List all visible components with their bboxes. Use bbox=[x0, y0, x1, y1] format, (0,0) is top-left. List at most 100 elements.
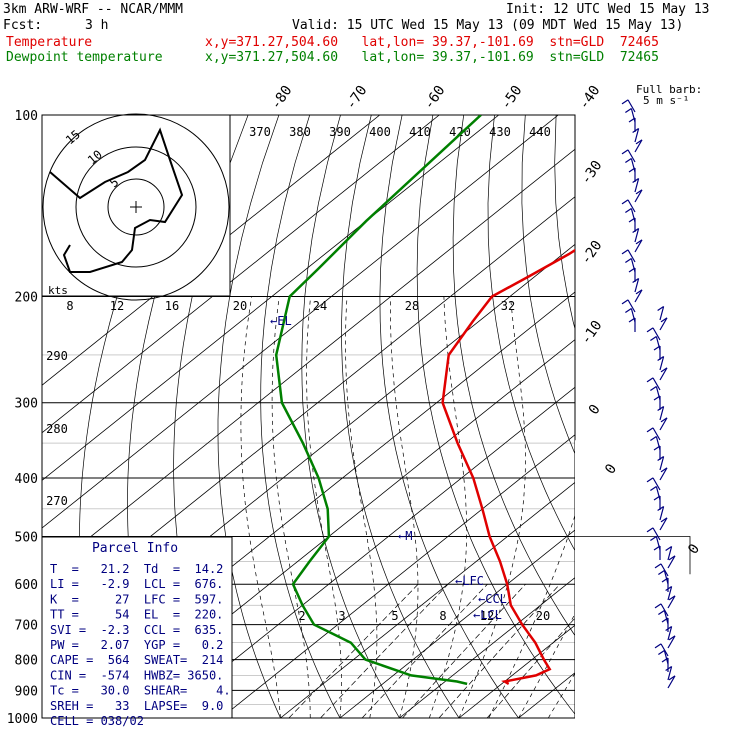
wind-barb-flag bbox=[632, 177, 639, 183]
wind-barb-staff bbox=[663, 570, 669, 585]
wind-barb-staff bbox=[634, 228, 640, 243]
hodograph-ring bbox=[75, 146, 197, 268]
forecast-value: 3 h bbox=[85, 18, 109, 33]
mixing-ratio-label: 5 bbox=[391, 609, 398, 623]
parcel-info-row: T = 21.2 Td = 14.2 bbox=[50, 562, 223, 576]
dry-adiabat-line bbox=[260, 115, 341, 718]
isotherm-line bbox=[220, 115, 575, 718]
wind-barb-flag bbox=[660, 467, 668, 473]
pressure-tick-label: 500 bbox=[15, 530, 38, 545]
wind-barb-staff bbox=[634, 178, 640, 193]
wind-barb-staff bbox=[655, 536, 661, 551]
wind-barb-staff bbox=[655, 486, 661, 501]
barb-key-title: Full barb: bbox=[636, 83, 702, 96]
wind-barb-flag bbox=[628, 267, 636, 273]
speed-tick-label: 16 bbox=[165, 299, 179, 313]
level-marker-lfc: ←LFC bbox=[455, 574, 484, 588]
barb-key-value: 5 m s⁻¹ bbox=[643, 94, 689, 107]
mixing-ratio-label: 8 bbox=[439, 609, 446, 623]
moist-adiabat-line bbox=[518, 296, 575, 718]
wind-barb-flag bbox=[661, 577, 669, 583]
wind-barb-flag bbox=[657, 305, 664, 311]
temperature-tick-label: -20 bbox=[578, 238, 606, 268]
moist-adiabat-line bbox=[428, 296, 467, 718]
wind-barb-staff bbox=[659, 317, 668, 331]
pressure-tick-label: 1000 bbox=[7, 712, 38, 727]
wind-barb-flag bbox=[654, 643, 662, 649]
wind-barb-flag bbox=[625, 107, 632, 113]
wind-barb-staff bbox=[627, 149, 636, 163]
wind-barb-flag bbox=[665, 625, 672, 631]
wind-barb-staff bbox=[667, 586, 673, 601]
theta-label: 410 bbox=[409, 125, 431, 139]
dewpoint-legend: Dewpoint temperature bbox=[6, 50, 163, 65]
wind-barb-staff bbox=[634, 189, 643, 203]
wind-barb-staff bbox=[652, 377, 661, 391]
parcel-info-box bbox=[41, 536, 233, 719]
wind-barb-flag bbox=[653, 445, 661, 451]
wind-barb-staff bbox=[659, 467, 668, 481]
parcel-info-row: CELL = 038/02 bbox=[50, 714, 144, 728]
temperature-tick-label: -30 bbox=[578, 158, 606, 188]
wind-barb-staff bbox=[663, 650, 669, 665]
isotherm-line bbox=[280, 115, 575, 718]
wind-barb-flag bbox=[621, 99, 629, 105]
pressure-tick-label: 700 bbox=[15, 619, 38, 634]
temperature-tick-label: -10 bbox=[578, 318, 606, 348]
wind-barb-flag bbox=[621, 249, 629, 255]
pressure-tick-label: 100 bbox=[15, 109, 38, 124]
wind-barb-staff bbox=[659, 306, 665, 321]
wind-barb-staff bbox=[630, 158, 636, 173]
mixing-ratio-line bbox=[288, 583, 419, 718]
wind-barb-flag bbox=[632, 277, 639, 283]
wind-barb-staff bbox=[655, 436, 661, 451]
wind-barb-flag bbox=[625, 257, 632, 263]
temperature-location: x,y=371.27,504.60 lat,lon= 39.37,-101.69… bbox=[205, 35, 659, 50]
pressure-tick-label: 600 bbox=[15, 578, 38, 593]
wind-barb-flag bbox=[668, 675, 676, 681]
wind-barb-staff bbox=[659, 517, 668, 531]
wind-barb-flag bbox=[653, 545, 661, 551]
temperature-tick-label: -70 bbox=[343, 83, 371, 113]
moist-adiabat-line bbox=[458, 296, 526, 718]
dry-adiabat-line bbox=[341, 115, 460, 718]
theta-label: 380 bbox=[289, 125, 311, 139]
wind-barb-staff bbox=[667, 626, 673, 641]
wind-barb-staff bbox=[659, 356, 665, 371]
parcel-info-row: PW = 2.07 YGP = 0.2 bbox=[50, 638, 223, 652]
wind-barb-flag bbox=[650, 435, 657, 441]
wind-barb-flag bbox=[657, 505, 664, 511]
level-marker-ccl: ←CCL bbox=[478, 592, 507, 606]
wind-barb-staff bbox=[659, 456, 665, 471]
wind-barb-flag bbox=[665, 585, 672, 591]
pressure-tick-label: 400 bbox=[15, 472, 38, 487]
wind-barb-staff bbox=[627, 249, 636, 263]
wind-barb-flag bbox=[646, 477, 654, 483]
wind-barb-flag bbox=[665, 545, 672, 551]
wind-barb-flag bbox=[628, 317, 636, 323]
mixing-ratio-line bbox=[486, 583, 575, 718]
forecast-label: Fcst: bbox=[3, 18, 43, 33]
wind-barb-staff bbox=[655, 336, 661, 351]
wind-barb-flag bbox=[665, 665, 672, 671]
wind-barb-staff bbox=[659, 367, 668, 381]
hodograph-trace bbox=[49, 127, 184, 273]
wind-barb-flag bbox=[660, 517, 668, 523]
wind-barb-flag bbox=[653, 495, 661, 501]
wind-barb-staff bbox=[659, 406, 665, 421]
theta-label: 430 bbox=[489, 125, 511, 139]
wind-barb-staff bbox=[652, 527, 661, 541]
wind-barb-flag bbox=[660, 417, 668, 423]
wind-barb-staff bbox=[667, 635, 676, 649]
wind-barb-staff bbox=[660, 563, 669, 577]
wind-barb-staff bbox=[667, 546, 673, 561]
model-title: 3km ARW-WRF -- NCAR/MMM bbox=[3, 2, 184, 17]
theta-e-label: 290 bbox=[46, 349, 68, 363]
theta-label: 400 bbox=[369, 125, 391, 139]
wind-barb-staff bbox=[634, 278, 640, 293]
wind-barb-flag bbox=[657, 355, 664, 361]
wind-barb-flag bbox=[668, 595, 676, 601]
pressure-tick-label: 900 bbox=[15, 684, 38, 699]
dry-adiabat-line bbox=[521, 115, 575, 718]
wind-barb-staff bbox=[659, 506, 665, 521]
